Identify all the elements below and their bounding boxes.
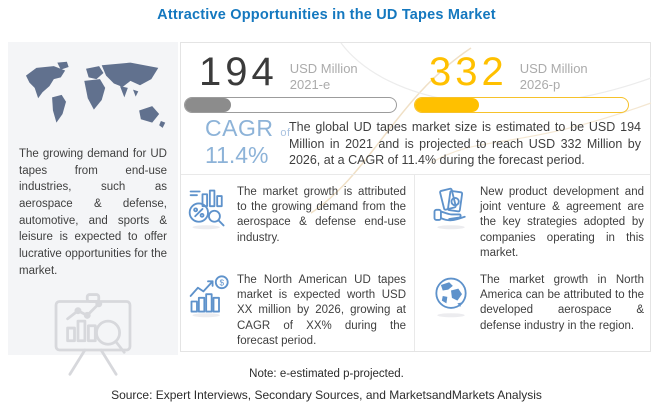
insight-north-america-forecast: $ The North American UD tapes market is … <box>181 263 414 351</box>
stat-2021-unit: USD Million <box>289 61 358 77</box>
stat-2021-value: 194 <box>199 50 278 94</box>
progress-bar-2026-fill <box>415 98 479 112</box>
cagr-block: CAGR of 11.4% <box>205 115 291 168</box>
insight-key-strategies: New product development and joint ventur… <box>414 175 652 263</box>
stat-2026: 332 USD Million 2026-p <box>429 51 588 93</box>
globe-icon <box>429 272 473 320</box>
insight-text: The market growth in North America can b… <box>480 274 644 332</box>
insight-north-america-growth: The market growth in North America can b… <box>414 263 652 351</box>
growth-chart-dollar-icon: $ <box>186 272 230 320</box>
stat-2026-value: 332 <box>429 50 508 94</box>
progress-bar-2021-fill <box>185 98 232 112</box>
stat-2021: 194 USD Million 2021-e <box>199 51 358 93</box>
progress-bar-2026 <box>414 97 629 113</box>
insights-grid: The market growth is attributed to the g… <box>181 175 652 351</box>
cagr-of-label: of <box>280 127 291 139</box>
note-text: Note: e-estimated p-projected. <box>249 368 404 380</box>
left-panel-text: The growing demand for UD tapes from end… <box>19 148 167 277</box>
svg-text:$: $ <box>219 278 224 287</box>
left-summary-panel: The growing demand for UD tapes from end… <box>8 42 178 377</box>
source-text: Source: Expert Interviews, Secondary Sou… <box>111 388 542 402</box>
stat-2026-unit: USD Million <box>519 61 588 77</box>
stat-2026-period: 2026-p <box>519 77 561 92</box>
market-analysis-icon <box>186 184 230 232</box>
page-title: Attractive Opportunities in the UD Tapes… <box>157 7 496 23</box>
hand-money-icon <box>429 184 473 232</box>
market-summary-text: The global UD tapes market size is estim… <box>289 120 641 167</box>
insight-text: New product development and joint ventur… <box>480 186 644 259</box>
insight-text: The market growth is attributed to the g… <box>237 186 406 244</box>
cagr-label: CAGR <box>205 115 274 141</box>
insight-aerospace-growth: The market growth is attributed to the g… <box>181 175 414 263</box>
insight-text: The North American UD tapes market is ex… <box>237 274 406 347</box>
stat-2021-period: 2021-e <box>289 77 331 92</box>
cagr-value: 11.4% <box>205 142 269 168</box>
chart-board-magnifier-icon <box>41 291 145 379</box>
main-panel: 194 USD Million 2021-e 332 USD Million 2… <box>180 42 652 352</box>
progress-bar-2021 <box>184 97 397 113</box>
world-map-icon <box>19 56 167 138</box>
